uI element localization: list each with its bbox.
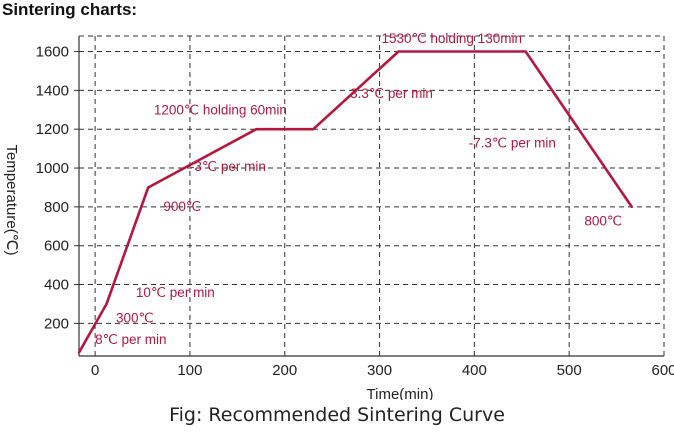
curve-annotation: 3.3℃ per min xyxy=(350,86,433,101)
y-tick-label: 200 xyxy=(44,315,69,332)
x-tick-label: 300 xyxy=(367,362,392,379)
temperature-curve xyxy=(77,50,633,354)
sintering-chart: 0 100 200 300 400 500 600 200 400 600 800 1000 1200 1… xyxy=(3,31,674,400)
y-tick-label: 1200 xyxy=(36,121,69,138)
x-tick-label: 100 xyxy=(177,362,202,379)
y-tick-label: 600 xyxy=(44,238,69,255)
chart-annotations: 8℃ per min 300℃ 10℃ per min 900℃ -3℃ per min… xyxy=(95,31,622,347)
curve-annotation: -3℃ per min xyxy=(190,159,266,174)
y-tick-label: 800 xyxy=(44,199,69,216)
curve-annotation: 8℃ per min xyxy=(95,332,166,347)
chart-series xyxy=(77,50,633,354)
curve-point xyxy=(77,351,81,354)
y-tick-label: 400 xyxy=(44,277,69,294)
curve-annotation: 1530℃ holding 130min xyxy=(381,31,522,46)
curve-point xyxy=(255,128,258,131)
x-tick-label: 0 xyxy=(91,362,99,379)
figure-caption: Fig: Recommended Sintering Curve xyxy=(169,404,505,426)
curve-annotation: 10℃ per min xyxy=(136,285,215,300)
curve-annotation: 300℃ xyxy=(116,310,154,325)
curve-point xyxy=(147,186,150,189)
page-title: Sintering charts: xyxy=(2,0,138,19)
curve-annotation: 1200℃ holding 60min xyxy=(154,103,287,118)
curve-point xyxy=(105,302,108,306)
curve-point xyxy=(630,205,633,209)
y-tick-label: 1600 xyxy=(36,44,69,61)
chart-axes xyxy=(74,36,664,357)
chart-tick-labels: 0 100 200 300 400 500 600 200 400 600 800 1000 1200 1… xyxy=(36,44,674,379)
y-tick-label: 1000 xyxy=(36,160,69,177)
curve-annotation: 900℃ xyxy=(163,199,201,214)
x-tick-label: 500 xyxy=(557,362,582,379)
x-tick-label: 600 xyxy=(651,362,674,379)
curve-point xyxy=(524,50,527,53)
y-axis-label: Temperature(℃) xyxy=(3,144,20,255)
curve-annotation: -7.3℃ per min xyxy=(469,136,556,151)
x-tick-label: 200 xyxy=(272,362,297,379)
curve-point xyxy=(311,128,315,131)
curve-point xyxy=(397,50,400,53)
chart-grid xyxy=(79,35,665,356)
curve-annotation: 800℃ xyxy=(584,213,622,228)
x-axis-label: Time(min) xyxy=(367,386,434,400)
x-tick-label: 400 xyxy=(462,362,487,379)
y-tick-label: 1400 xyxy=(36,82,69,99)
